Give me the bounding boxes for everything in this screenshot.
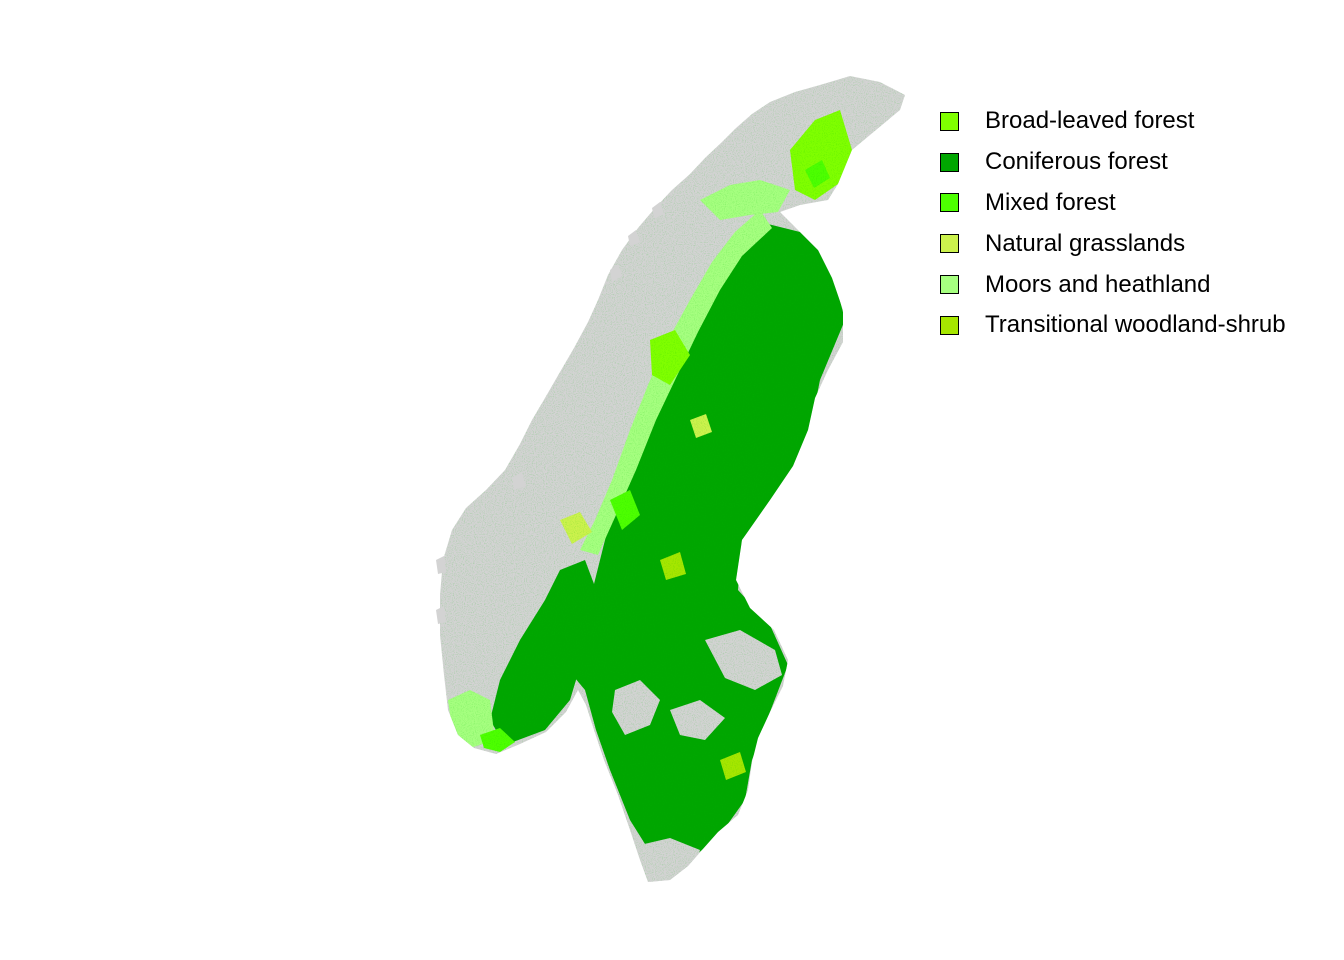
- legend-item: Mixed forest: [940, 183, 1336, 224]
- legend-label: Transitional woodland-shrub: [985, 311, 1286, 339]
- legend-swatch: [940, 315, 959, 335]
- legend-item: Coniferous forest: [940, 142, 1336, 183]
- legend-swatch: [940, 111, 959, 131]
- legend-label: Coniferous forest: [985, 148, 1168, 176]
- coniferous-forest-area: [776, 742, 800, 790]
- legend-item: Broad-leaved forest: [940, 101, 1336, 142]
- map-legend: Broad-leaved forest Coniferous forest Mi…: [940, 101, 1336, 346]
- legend-label: Natural grasslands: [985, 229, 1186, 257]
- legend-swatch: [940, 275, 959, 295]
- legend-label: Broad-leaved forest: [985, 107, 1195, 135]
- legend-swatch: [940, 234, 959, 254]
- legend-item: Natural grasslands: [940, 223, 1336, 264]
- legend-label: Moors and heathland: [985, 270, 1211, 298]
- legend-item: Transitional woodland-shrub: [940, 305, 1336, 346]
- legend-swatch: [940, 193, 959, 213]
- legend-label: Mixed forest: [985, 188, 1116, 216]
- legend-item: Moors and heathland: [940, 264, 1336, 305]
- legend-swatch: [940, 152, 959, 172]
